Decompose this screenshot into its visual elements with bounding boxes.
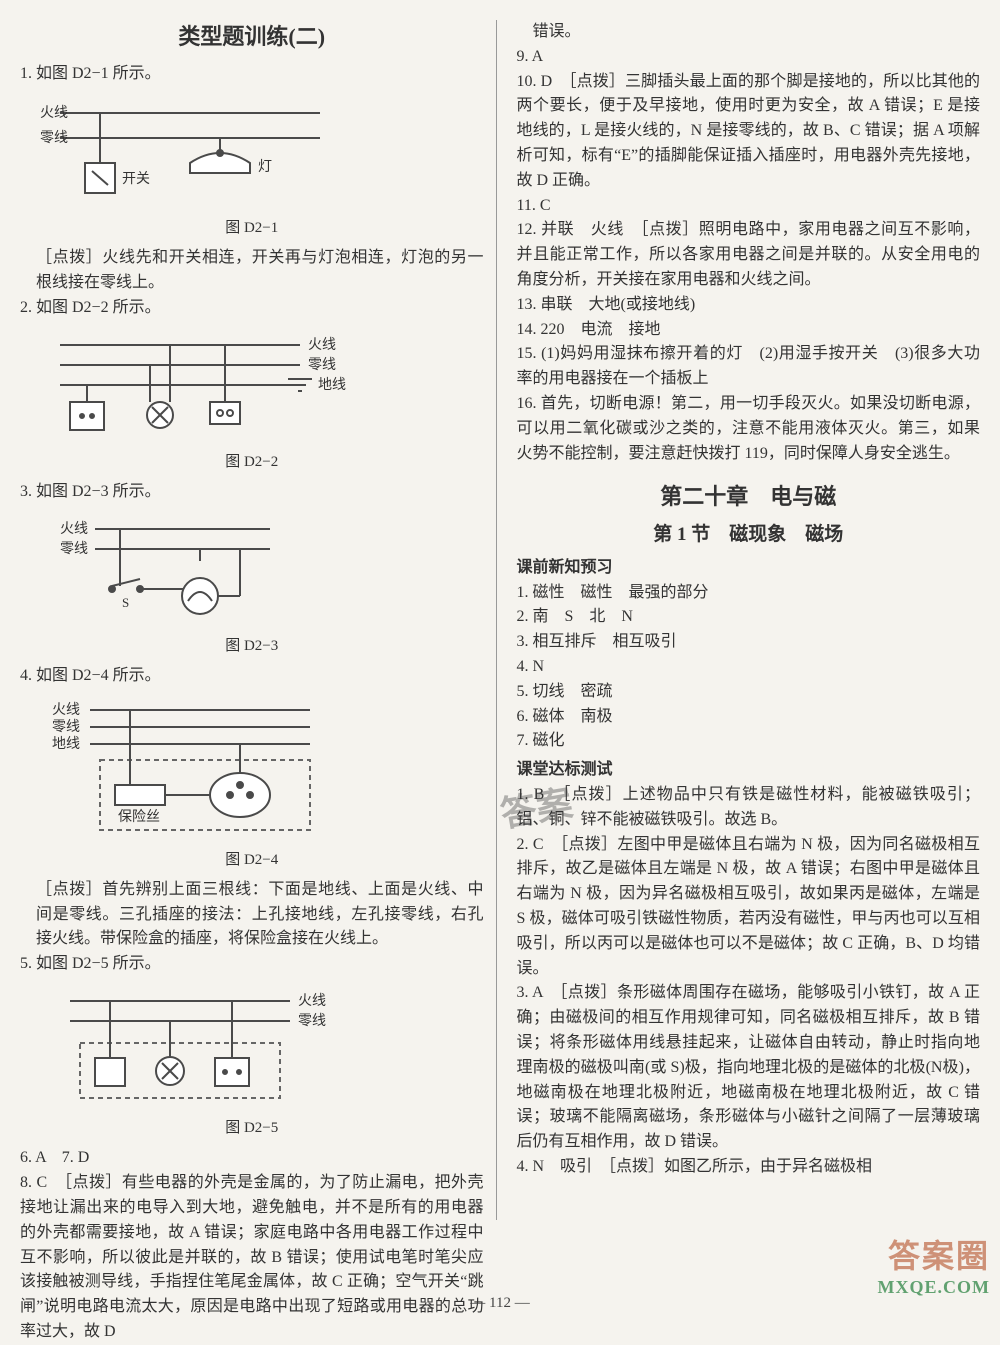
pre-5: 5. 切线 密疏 [517, 680, 981, 705]
q16: 16. 首先，切断电源！第二，用一切手段灭火。如果没切断电源，可以用二氧化碳或沙… [517, 392, 981, 466]
chapter-title: 第二十章 电与磁 [517, 480, 981, 514]
pre-3: 3. 相互排斥 相互吸引 [517, 630, 981, 655]
q6-q7: 6. A 7. D [20, 1146, 484, 1171]
label-ground: 地线 [318, 377, 346, 393]
q3-intro: 3. 如图 D2−3 所示。 [20, 480, 484, 505]
label-ground: 地线 [52, 736, 80, 752]
pre-6: 6. 磁体 南极 [517, 705, 981, 730]
figcap-d2-2: 图 D2−2 [20, 451, 484, 474]
circuit-d2-3: 火线 零线 S [40, 511, 320, 631]
figure-d2-5: 火线 零线 [40, 983, 484, 1113]
label-neutral: 零线 [308, 357, 336, 373]
figcap-d2-3: 图 D2−3 [20, 635, 484, 658]
circuit-d2-5: 火线 零线 [40, 983, 360, 1113]
circuit-d2-2: 火线 零线 地线 [40, 327, 370, 447]
q11: 11. C [517, 194, 981, 219]
figure-d2-2: 火线 零线 地线 [40, 327, 484, 447]
pre-1: 1. 磁性 磁性 最强的部分 [517, 581, 981, 606]
q4-intro: 4. 如图 D2−4 所示。 [20, 664, 484, 689]
q12: 12. 并联 火线 ［点拨］照明电路中，家用电器之间互不影响，并且能正常工作，所… [517, 218, 981, 292]
label-neutral: 零线 [40, 130, 68, 146]
label-hot: 火线 [298, 993, 326, 1009]
test-heading: 课堂达标测试 [517, 758, 981, 783]
q14: 14. 220 电流 接地 [517, 318, 981, 343]
figure-d2-4: 火线 零线 地线 保险丝 [40, 695, 484, 845]
preview-heading: 课前新知预习 [517, 556, 981, 581]
circuit-d2-1: 火线 零线 开关 灯 [40, 93, 340, 213]
test-1: 1. B ［点拨］上述物品中只有铁是磁性材料，能被磁铁吸引；铝、铜、锌不能被磁铁… [517, 783, 981, 833]
q1-intro: 1. 如图 D2−1 所示。 [20, 62, 484, 87]
figure-d2-3: 火线 零线 S [40, 511, 484, 631]
label-hot: 火线 [308, 337, 336, 353]
figcap-d2-4: 图 D2−4 [20, 849, 484, 872]
test-4: 4. N 吸引 ［点拨］如图乙所示，由于异名磁极相 [517, 1155, 981, 1180]
page: 类型题训练(二) 1. 如图 D2−1 所示。 火线 零线 开关 灯 [0, 0, 1000, 1260]
page-number: — 112 — [0, 1295, 1000, 1312]
pre-4: 4. N [517, 655, 981, 680]
exercise-title: 类型题训练(二) [20, 20, 484, 54]
figcap-d2-1: 图 D2−1 [20, 217, 484, 240]
label-hot: 火线 [52, 702, 80, 718]
label-hot: 火线 [40, 105, 68, 121]
label-neutral: 零线 [298, 1013, 326, 1029]
pre-7: 7. 磁化 [517, 729, 981, 754]
label-hot: 火线 [60, 521, 88, 537]
test-3: 3. A ［点拨］条形磁体周围存在磁场，能够吸引小铁钉，故 A 正确；由磁极间的… [517, 981, 981, 1155]
section-title: 第 1 节 磁现象 磁场 [517, 520, 981, 549]
left-column: 类型题训练(二) 1. 如图 D2−1 所示。 火线 零线 开关 灯 [20, 20, 497, 1220]
q8-cont: 错误。 [517, 20, 981, 45]
q8: 8. C ［点拨］有些电器的外壳是金属的，为了防止漏电，把外壳接地让漏出来的电导… [20, 1171, 484, 1345]
q9: 9. A [517, 45, 981, 70]
label-fuse: 保险丝 [118, 809, 160, 825]
figure-d2-1: 火线 零线 开关 灯 [40, 93, 484, 213]
right-column: 错误。 9. A 10. D ［点拨］三脚插头最上面的那个脚是接地的，所以比其他… [517, 20, 981, 1220]
q10: 10. D ［点拨］三脚插头最上面的那个脚是接地的，所以比其他的两个要长，便于及… [517, 70, 981, 194]
figcap-d2-5: 图 D2−5 [20, 1117, 484, 1140]
label-neutral: 零线 [60, 541, 88, 557]
label-switch: 开关 [122, 171, 150, 187]
q13: 13. 串联 大地(或接地线) [517, 293, 981, 318]
circuit-d2-4: 火线 零线 地线 保险丝 [40, 695, 370, 845]
q15: 15. (1)妈妈用湿抹布擦开着的灯 (2)用湿手按开关 (3)很多大功率的用电… [517, 342, 981, 392]
q2-intro: 2. 如图 D2−2 所示。 [20, 296, 484, 321]
q4-hint: ［点拨］首先辨别上面三根线：下面是地线、上面是火线、中间是零线。三孔插座的接法：… [20, 878, 484, 952]
q1-hint: ［点拨］火线先和开关相连，开关再与灯泡相连，灯泡的另一根线接在零线上。 [20, 246, 484, 296]
label-lamp: 灯 [258, 159, 272, 175]
label-switch-s: S [122, 595, 129, 610]
label-neutral: 零线 [52, 719, 80, 735]
q5-intro: 5. 如图 D2−5 所示。 [20, 952, 484, 977]
pre-2: 2. 南 S 北 N [517, 605, 981, 630]
test-2: 2. C ［点拨］左图中甲是磁体且右端为 N 极，因为同名磁极相互排斥，故乙是磁… [517, 833, 981, 982]
